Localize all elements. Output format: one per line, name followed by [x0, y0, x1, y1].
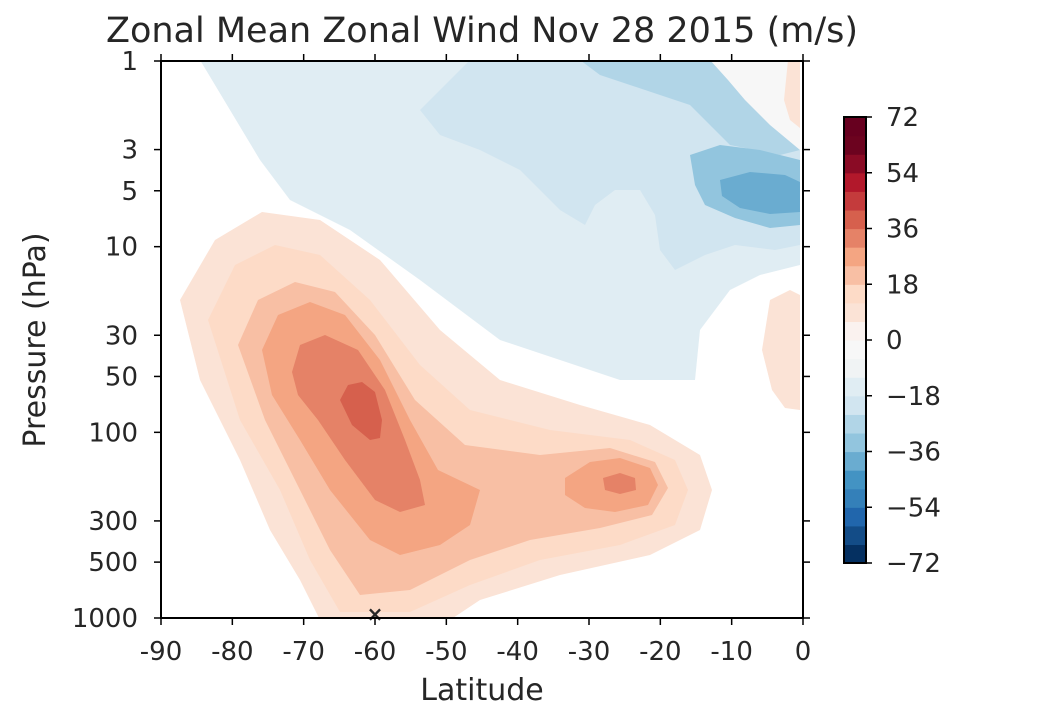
- y-tick-label: 500: [88, 548, 138, 578]
- x-tick-label: -50: [425, 637, 467, 667]
- colorbar-tick-label: 0: [886, 326, 903, 356]
- colorbar-segment: [844, 340, 866, 360]
- x-tick-label: 0: [795, 637, 812, 667]
- colorbar-segment: [844, 544, 866, 564]
- colorbar-tick-label: 72: [886, 103, 919, 133]
- x-axis: -90 -80 -70 -60 -50 -40 -30 -20 -10 0: [140, 54, 812, 667]
- contour-pos-30-sub: [603, 473, 636, 494]
- colorbar-tick-label: 54: [886, 159, 919, 189]
- contour-neg-30: [720, 172, 800, 214]
- marker-x: ×: [367, 602, 384, 626]
- colorbar-segment: [844, 247, 866, 267]
- y-tick-label: 3: [121, 136, 138, 166]
- chart-title: Zonal Mean Zonal Wind Nov 28 2015 (m/s): [106, 11, 858, 51]
- y-tick-label: 10: [105, 233, 138, 263]
- x-tick-label: -10: [710, 637, 752, 667]
- x-tick-label: -90: [140, 637, 182, 667]
- x-tick-label: -40: [496, 637, 538, 667]
- x-tick-label: -80: [211, 637, 253, 667]
- contour-pos-small-top: [784, 61, 800, 128]
- colorbar-tick-label: 18: [886, 270, 919, 300]
- y-tick-label: 1000: [72, 604, 138, 634]
- y-tick-label: 1: [121, 47, 138, 77]
- colorbar-segment: [844, 414, 866, 434]
- colorbar-segment: [844, 432, 866, 453]
- colorbar-segment: [844, 172, 866, 192]
- colorbar-segment: [844, 228, 866, 248]
- y-tick-label: 100: [88, 418, 138, 448]
- colorbar-segment: [844, 191, 866, 211]
- colorbar-segment: [844, 265, 866, 285]
- y-tick-label: 5: [121, 177, 138, 207]
- colorbar-tick-label: 36: [886, 215, 919, 245]
- colorbar: 72 54 36 18 0 −18 −36 −54 −72: [843, 103, 941, 579]
- contour-zero-wedge: [710, 61, 800, 150]
- x-tick-label: -20: [639, 637, 681, 667]
- colorbar-segment: [844, 135, 866, 155]
- colorbar-segment: [844, 470, 866, 490]
- contour-fills: [180, 61, 800, 618]
- colorbar-segment: [844, 209, 866, 230]
- contour-pos-small-right: [762, 290, 800, 410]
- colorbar-segment: [844, 321, 866, 341]
- colorbar-segment: [844, 302, 866, 323]
- contour-pos-36: [340, 382, 382, 440]
- colorbar-segment: [844, 507, 866, 527]
- colorbar-segment: [844, 377, 866, 397]
- colorbar-segment: [844, 284, 866, 304]
- colorbar-segment: [844, 117, 866, 137]
- y-tick-label: 30: [105, 321, 138, 351]
- colorbar-segment: [844, 154, 866, 174]
- y-tick-label: 300: [88, 507, 138, 537]
- x-tick-label: -70: [282, 637, 324, 667]
- colorbar-tick-label: −72: [886, 549, 941, 579]
- x-tick-label: -60: [354, 637, 396, 667]
- colorbar-tick-label: −18: [886, 382, 941, 412]
- y-axis-label: Pressure (hPa): [18, 232, 53, 447]
- plot-frame: [160, 60, 804, 619]
- colorbar-tick-label: −54: [886, 493, 941, 523]
- x-tick-label: -30: [568, 637, 610, 667]
- colorbar-segment: [844, 525, 866, 546]
- y-tick-label: 50: [105, 362, 138, 392]
- colorbar-segment: [844, 358, 866, 378]
- colorbar-segment: [844, 488, 866, 508]
- y-axis: 1 3 5 10 30 50 100 300 500 1000: [72, 47, 810, 634]
- colorbar-segment: [844, 451, 866, 471]
- x-axis-label: Latitude: [420, 673, 543, 708]
- colorbar-segment: [844, 395, 866, 415]
- colorbar-tick-label: −36: [886, 438, 941, 468]
